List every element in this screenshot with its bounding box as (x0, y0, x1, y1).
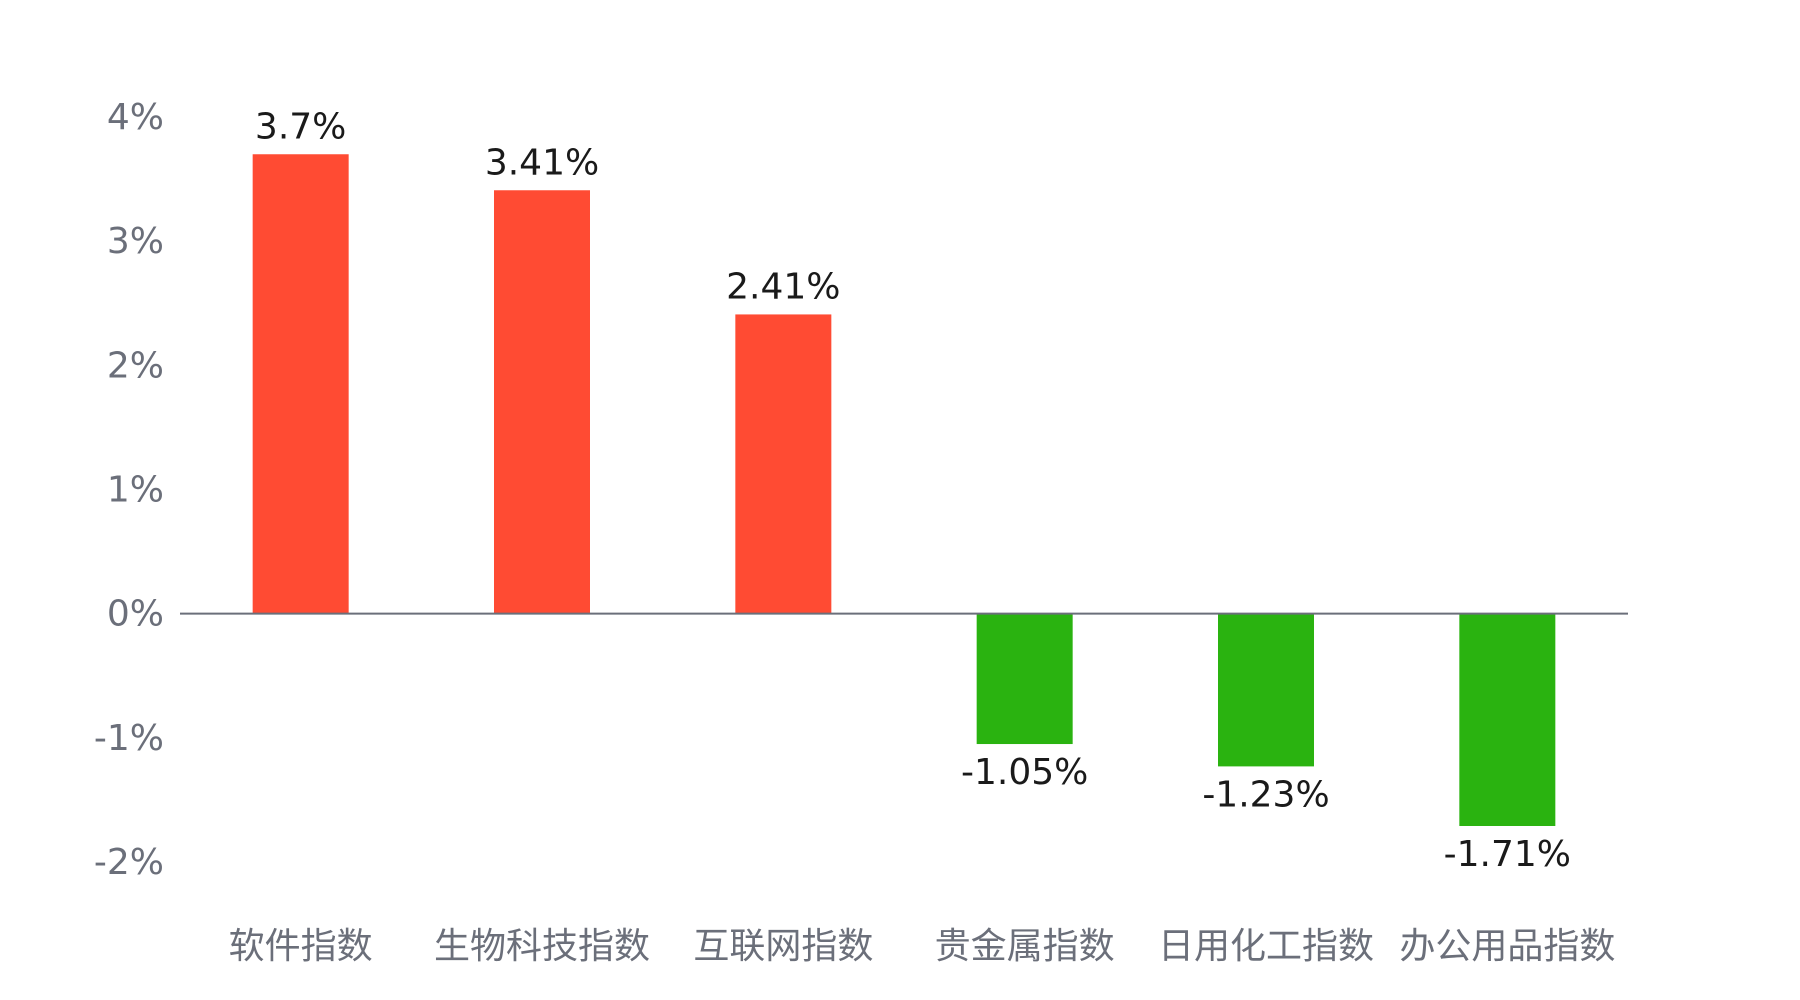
bar (976, 613, 1073, 745)
bar (1218, 613, 1314, 767)
y-axis: 4% 3% 2% 1% 0% -1% -2% (94, 97, 164, 883)
x-tick-label: 软件指数 (229, 926, 373, 967)
data-label: -1.71% (1444, 834, 1571, 875)
y-tick-label: 1% (107, 470, 164, 511)
x-tick-label: 生物科技指数 (434, 926, 650, 967)
y-tick-label: 2% (107, 345, 164, 386)
bars-group (252, 154, 1556, 826)
x-tick-label: 互联网指数 (693, 926, 873, 967)
data-label: -1.23% (1202, 774, 1329, 815)
data-label: 3.7% (255, 106, 346, 147)
data-label: 3.41% (485, 142, 599, 183)
x-tick-label: 日用化工指数 (1158, 926, 1374, 967)
y-tick-label: 3% (107, 221, 164, 262)
x-axis: 软件指数 生物科技指数 互联网指数 贵金属指数 日用化工指数 办公用品指数 (229, 926, 1616, 967)
y-tick-label: -2% (94, 842, 164, 883)
bar (252, 154, 349, 614)
data-label: -1.05% (961, 752, 1088, 793)
bar (494, 190, 590, 614)
data-labels-group: 3.7% 3.41% 2.41% -1.05% -1.23% -1.71% (255, 106, 1571, 875)
bar (1459, 613, 1556, 826)
x-tick-label: 贵金属指数 (935, 926, 1115, 967)
data-label: 2.41% (726, 266, 840, 307)
bar (735, 314, 832, 614)
x-tick-label: 办公用品指数 (1399, 926, 1615, 967)
y-tick-label: 0% (107, 594, 164, 635)
y-tick-label: 4% (107, 97, 164, 138)
y-tick-label: -1% (94, 718, 164, 759)
